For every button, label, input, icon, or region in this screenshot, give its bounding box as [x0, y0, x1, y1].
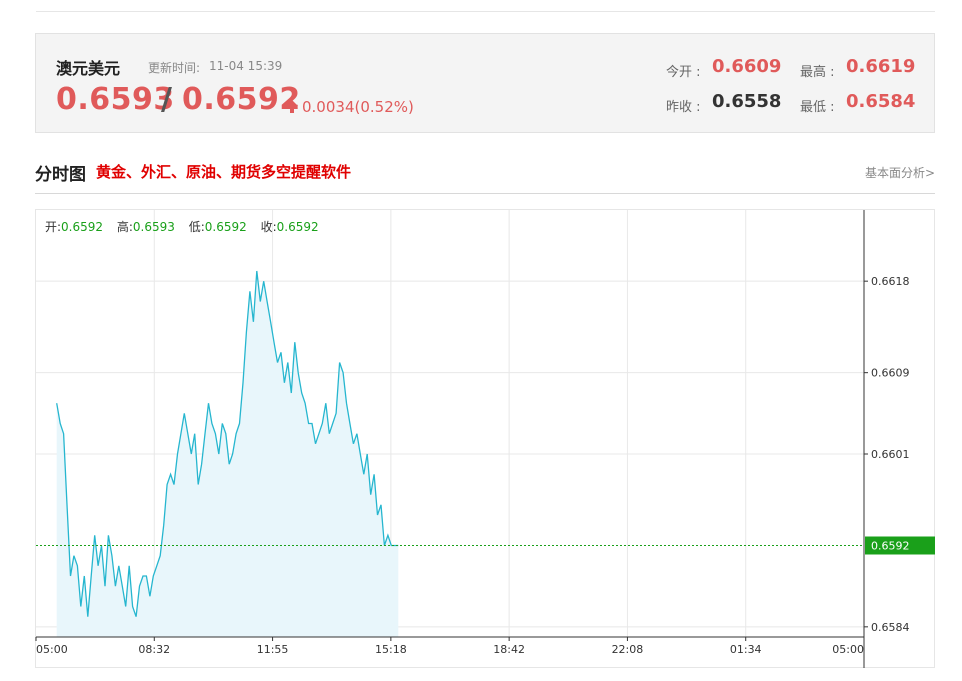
promo-link[interactable]: 黄金、外汇、原油、期货多空提醒软件: [96, 163, 352, 181]
high-value: 0.6619: [846, 56, 916, 77]
section-divider: [35, 193, 935, 194]
price-separator: /: [161, 82, 172, 117]
low-label: 最低 :: [800, 100, 835, 115]
pair-name: 澳元美元: [56, 59, 121, 78]
high-label: 最高 :: [800, 65, 835, 80]
update-label: 更新时间:: [148, 61, 201, 75]
ohlc-low-value: 0.6592: [204, 220, 247, 234]
bid-price: 0.6593: [56, 82, 175, 117]
y-tick-label: 0.6601: [871, 448, 910, 461]
x-tick-label: 05:00: [36, 643, 68, 656]
x-tick-label: 15:18: [375, 643, 407, 656]
chart-container: [35, 209, 935, 668]
low-value: 0.6584: [846, 91, 916, 112]
x-tick-label: 18:42: [493, 643, 525, 656]
ask-price: 0.6592: [182, 82, 301, 117]
update-time: 11-04 15:39: [209, 59, 283, 73]
x-tick-label: 01:34: [730, 643, 762, 656]
current-price-label: 0.6592: [871, 540, 910, 553]
ohlc-readout: 开:0.6592 高:0.6593 低:0.6592 收:0.6592: [45, 218, 329, 235]
ohlc-open-value: 0.6592: [61, 220, 104, 234]
x-tick-label: 22:08: [612, 643, 644, 656]
price-line: [56, 270, 399, 617]
ohlc-low-label: 低:: [188, 220, 205, 234]
y-tick-label: 0.6618: [871, 275, 910, 288]
prev-close-value: 0.6558: [712, 91, 782, 112]
prev-close-label: 昨收 :: [666, 100, 701, 115]
x-tick-label: 11:55: [257, 643, 289, 656]
ohlc-close-value: 0.6592: [276, 220, 319, 234]
section-title: 分时图: [35, 165, 86, 185]
y-tick-label: 0.6584: [871, 621, 910, 634]
y-tick-label: 0.6609: [871, 367, 910, 380]
ohlc-high-value: 0.6593: [132, 220, 175, 234]
current-price-tag: [865, 536, 935, 555]
up-arrow-icon: [286, 100, 298, 113]
fundamental-analysis-link[interactable]: 基本面分析>: [864, 166, 935, 180]
quote-panel: 澳元美元 更新时间: 11-04 15:39 0.6593 / 0.6592 0…: [35, 33, 935, 133]
x-tick-label: 05:00: [832, 643, 864, 656]
ohlc-open-label: 开:: [45, 220, 62, 234]
ohlc-close-label: 收:: [260, 220, 277, 234]
x-tick-label: 08:32: [138, 643, 170, 656]
open-label: 今开 :: [666, 65, 701, 80]
ohlc-high-label: 高:: [116, 220, 133, 234]
price-change: 0.0034(0.52%): [302, 98, 414, 116]
open-value: 0.6609: [712, 56, 782, 77]
top-divider: [36, 11, 935, 12]
